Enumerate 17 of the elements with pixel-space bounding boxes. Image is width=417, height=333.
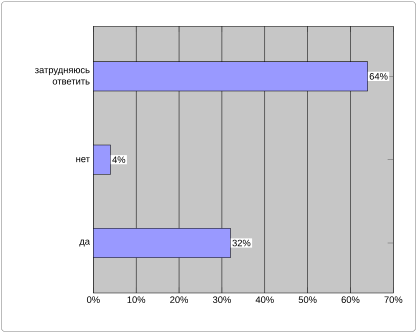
- data-label: 64%: [370, 73, 388, 80]
- x-tick-label: 50%: [298, 296, 317, 303]
- x-tick-label: 40%: [256, 296, 274, 303]
- x-tick-label: 70%: [384, 296, 402, 303]
- y-tick-label: затрудняюсь ответить: [35, 68, 90, 85]
- y-tick-label: нет: [76, 157, 90, 162]
- x-tick-label: 60%: [342, 296, 360, 303]
- x-tick-label: 0%: [86, 296, 100, 303]
- data-label: 4%: [112, 156, 126, 163]
- bar: [93, 61, 368, 92]
- x-tick-label: 30%: [212, 296, 231, 303]
- y-tick-label: да: [79, 240, 90, 246]
- data-label: 32%: [232, 240, 250, 246]
- bar: [93, 228, 231, 258]
- x-tick-label: 20%: [170, 296, 188, 303]
- x-tick-label: 10%: [128, 296, 146, 303]
- bar: [93, 144, 111, 175]
